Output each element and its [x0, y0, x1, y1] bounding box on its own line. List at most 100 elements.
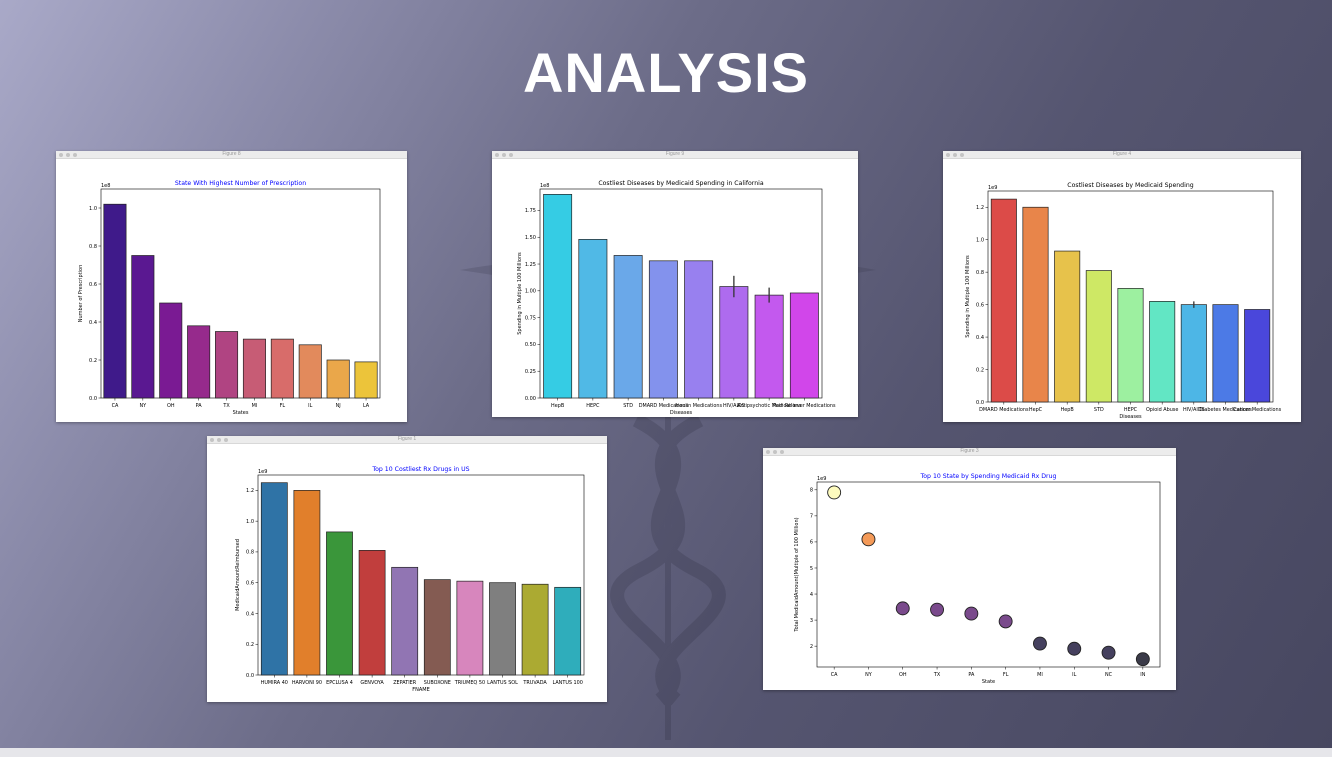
x-axis-label: FNAME [412, 687, 430, 693]
y-tick-label: 0.25 [525, 369, 536, 375]
x-tick-label: OH [899, 672, 907, 678]
x-axis-label: State [982, 679, 995, 685]
x-tick-label: DMARD Medications [639, 403, 689, 409]
window-titlebar: Figure 8 [56, 151, 407, 159]
plot-frame [816, 481, 1161, 668]
chart-costliest-drugs: Top 10 Costliest Rx Drugs in US 1e9 0.0 0.2… [235, 466, 585, 693]
bar-hepc [1117, 288, 1144, 403]
chart-title: Costliest Diseases by Medicaid Spending [1067, 182, 1193, 189]
chart-title: Top 10 Costliest Rx Drugs in US [371, 466, 469, 473]
x-tick-label: NC [1105, 672, 1113, 678]
point-oh [895, 601, 910, 616]
bar-hiv-aids [1180, 304, 1207, 403]
y-tick-label: 0.4 [976, 335, 984, 341]
point-pa [964, 606, 979, 621]
y-tick-label: 1.0 [246, 519, 254, 525]
y-tick-label: 0.8 [246, 550, 254, 556]
window-title: Figure 3 [960, 448, 979, 454]
y-tick-label: 0.2 [89, 358, 97, 364]
y-tick-label: 0.00 [525, 396, 536, 402]
x-tick-label: STD [1094, 407, 1104, 413]
axis-offset-label: 1e8 [540, 183, 549, 189]
bar-std [1085, 270, 1112, 403]
x-tick-label: TRUVADA [522, 680, 547, 686]
x-tick-label: Opioid Abuse [1146, 407, 1178, 413]
figure-window-state-spending: Figure 3 Top 10 State by Spending Medica… [763, 448, 1176, 690]
bar-humira-40 [260, 482, 288, 676]
x-tick-label: IN [1140, 672, 1145, 678]
x-tick-label: ZEPATIER [393, 680, 417, 686]
bar-genvoya [358, 550, 386, 676]
bar-std [613, 255, 643, 399]
figure-window-costliest-drugs: Figure 1 Top 10 Costliest Rx Drugs in US… [207, 436, 607, 702]
window-title: Figure 4 [1112, 151, 1132, 157]
slide-bottom-strip [0, 748, 1332, 757]
y-tick-label: 0.50 [525, 342, 536, 348]
x-tick-label: HARVONI 90 [292, 680, 322, 686]
maximize-dot-icon[interactable] [960, 153, 964, 157]
maximize-dot-icon[interactable] [224, 438, 228, 442]
maximize-dot-icon[interactable] [780, 450, 784, 454]
y-tick-label: 0.4 [246, 611, 254, 617]
close-dot-icon[interactable] [946, 153, 950, 157]
bar-tx [215, 331, 239, 399]
x-tick-label: OH [167, 403, 175, 409]
point-fl [998, 614, 1013, 629]
minimize-dot-icon[interactable] [502, 153, 506, 157]
bar-mi [242, 338, 266, 399]
bar-insulin-medications [684, 260, 714, 399]
close-dot-icon[interactable] [766, 450, 770, 454]
point-il [1067, 641, 1082, 656]
slide-title: ANALYSIS [522, 41, 809, 104]
window-titlebar: Figure 1 [207, 436, 607, 444]
y-tick-label: 0.6 [89, 282, 97, 288]
x-tick-label: NY [865, 672, 872, 678]
bar-suboxone [423, 579, 451, 676]
close-dot-icon[interactable] [495, 153, 499, 157]
x-tick-label: IL [308, 403, 312, 409]
y-tick-label: 0.75 [525, 315, 536, 321]
point-mi [1033, 636, 1047, 651]
y-tick-label: 0.8 [976, 270, 984, 276]
bar-triumeq-50 [456, 580, 484, 676]
axis-offset-label: 1e9 [817, 476, 826, 482]
bar-pa [187, 325, 211, 399]
bar-lantus-sol [489, 582, 516, 676]
x-tick-label: HepB [551, 403, 565, 409]
bar-epclusa-4 [326, 531, 353, 676]
y-tick-label: 1.0 [976, 237, 984, 243]
figure-window-prescriptions-by-state: Figure 8 State With Highest Number of Pr… [56, 151, 407, 422]
minimize-dot-icon[interactable] [66, 153, 70, 157]
minimize-dot-icon[interactable] [773, 450, 777, 454]
y-axis-label: Total MedicaidAmount(Multiple of 100 Mil… [794, 517, 800, 632]
maximize-dot-icon[interactable] [509, 153, 513, 157]
x-tick-label: TX [222, 403, 230, 409]
x-tick-label: MI [252, 403, 258, 409]
maximize-dot-icon[interactable] [73, 153, 77, 157]
figure-window-diseases-spending: Figure 4 Costliest Diseases by Medicaid … [943, 151, 1301, 422]
x-axis-label: States [233, 410, 249, 416]
y-tick-label: 1.0 [89, 206, 97, 212]
minimize-dot-icon[interactable] [217, 438, 221, 442]
x-tick-label: HUMIRA 40 [261, 680, 288, 686]
chart-state-spending: Top 10 State by Spending Medicaid Rx Dru… [794, 473, 1161, 685]
point-ny [861, 532, 876, 547]
window-title: Figure 8 [222, 151, 241, 157]
x-tick-label: HIV/AIDS [1183, 407, 1205, 413]
bar-dmard-medications [990, 198, 1017, 403]
y-tick-label: 1.00 [525, 289, 536, 295]
close-dot-icon[interactable] [59, 153, 63, 157]
chart-title: Top 10 State by Spending Medicaid Rx Dru… [920, 473, 1057, 480]
chart-title: State With Highest Number of Prescriptio… [175, 180, 306, 187]
bar-pain-reliever-medications [789, 292, 819, 399]
x-tick-label: STD [623, 403, 633, 409]
bar-opioid-abuse [1149, 301, 1176, 403]
minimize-dot-icon[interactable] [953, 153, 957, 157]
x-tick-label: TRIUMEQ 50 [454, 680, 485, 686]
close-dot-icon[interactable] [210, 438, 214, 442]
x-tick-label: SUBOXONE [424, 680, 451, 686]
bar-ny [131, 255, 155, 399]
bar-hepc [578, 239, 608, 399]
y-tick-label: 5 [810, 566, 813, 572]
x-tick-label: HepB [1061, 407, 1075, 413]
